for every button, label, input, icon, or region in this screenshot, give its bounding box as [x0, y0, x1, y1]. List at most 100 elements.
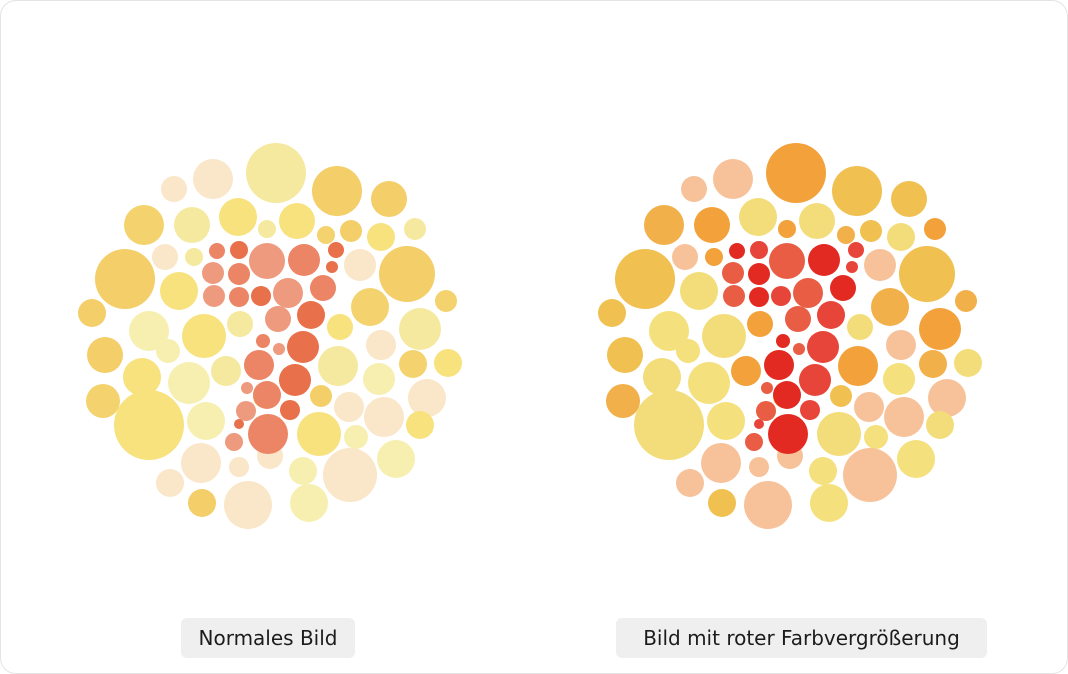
- enhanced-background-dot: [606, 384, 640, 418]
- enhanced-figure-dot: [799, 364, 831, 396]
- normal-background-dot: [366, 330, 396, 360]
- normal-background-dot: [399, 308, 441, 350]
- enhanced-figure-dot: [848, 242, 864, 258]
- normal-figure-dot: [326, 261, 338, 273]
- enhanced-plate-svg: [598, 143, 982, 529]
- enhanced-background-dot: [928, 379, 966, 417]
- enhanced-background-dot: [707, 402, 745, 440]
- normal-background-dot: [87, 337, 123, 373]
- enhanced-figure-dot: [771, 286, 791, 306]
- enhanced-figure-dot: [807, 331, 839, 363]
- enhanced-figure-dot: [756, 401, 776, 421]
- normal-figure-dot: [230, 241, 248, 259]
- enhanced-background-dot: [676, 339, 700, 363]
- enhanced-background-dot: [899, 246, 955, 302]
- enhanced-background-dot: [847, 314, 873, 340]
- normal-background-dot: [435, 290, 457, 312]
- normal-figure-dot: [248, 414, 288, 454]
- enhanced-background-dot: [884, 397, 924, 437]
- enhanced-figure-dot: [722, 262, 744, 284]
- normal-background-dot: [114, 390, 184, 460]
- normal-background-dot: [193, 159, 233, 199]
- enhanced-background-dot: [634, 390, 704, 460]
- normal-background-dot: [399, 350, 427, 378]
- enhanced-background-dot: [680, 272, 718, 310]
- enhanced-figure-dot: [729, 243, 745, 259]
- normal-background-dot: [187, 402, 225, 440]
- normal-background-dot: [78, 299, 106, 327]
- enhanced-background-dot: [713, 159, 753, 199]
- enhanced-background-dot: [672, 244, 698, 270]
- enhanced-background-dot: [897, 440, 935, 478]
- normal-background-dot: [229, 457, 249, 477]
- normal-background-dot: [297, 412, 341, 456]
- normal-figure-dot: [209, 243, 225, 259]
- normal-background-dot: [174, 207, 210, 243]
- enhanced-background-dot: [864, 249, 896, 281]
- enhanced-background-dot: [837, 226, 855, 244]
- normal-background-dot: [406, 411, 434, 439]
- normal-background-dot: [404, 218, 426, 240]
- normal-figure-dot: [279, 364, 311, 396]
- normal-figure-dot: [265, 306, 291, 332]
- caption-red-enhanced-image: Bild mit roter Farbvergrößerung: [616, 618, 987, 658]
- enhanced-figure-dot: [754, 419, 764, 429]
- enhanced-figure-dot: [750, 241, 768, 259]
- enhanced-background-dot: [854, 392, 884, 422]
- normal-figure-dot: [249, 243, 285, 279]
- enhanced-background-dot: [688, 362, 730, 404]
- normal-background-dot: [334, 392, 364, 422]
- enhanced-background-dot: [649, 311, 689, 351]
- normal-background-dot: [434, 349, 462, 377]
- normal-background-dot: [367, 223, 395, 251]
- enhanced-background-dot: [702, 314, 746, 358]
- normal-background-dot: [312, 166, 362, 216]
- normal-background-dot: [377, 440, 415, 478]
- enhanced-background-dot: [766, 143, 826, 203]
- normal-background-dot: [279, 203, 315, 239]
- normal-color-plate: [68, 133, 468, 543]
- enhanced-background-dot: [919, 308, 961, 350]
- enhanced-background-dot: [731, 356, 761, 386]
- normal-background-dot: [160, 272, 198, 310]
- enhanced-background-dot: [749, 457, 769, 477]
- enhanced-figure-dot: [768, 414, 808, 454]
- normal-figure-dot: [203, 285, 225, 307]
- enhanced-figure-dot: [749, 287, 769, 307]
- normal-background-dot: [317, 226, 335, 244]
- enhanced-background-dot: [891, 181, 927, 217]
- normal-background-dot: [181, 443, 221, 483]
- normal-background-dot: [211, 356, 241, 386]
- normal-background-dot: [327, 314, 353, 340]
- enhanced-background-dot: [883, 363, 915, 395]
- enhanced-background-dot: [843, 448, 897, 502]
- normal-background-dot: [379, 246, 435, 302]
- normal-background-dot: [182, 314, 226, 358]
- enhanced-background-dot: [810, 484, 848, 522]
- normal-background-dot: [219, 198, 257, 236]
- enhanced-background-dot: [701, 443, 741, 483]
- enhanced-figure-dot: [764, 350, 794, 380]
- normal-figure-dot: [244, 350, 274, 380]
- enhanced-background-dot: [615, 249, 675, 309]
- normal-background-dot: [123, 358, 161, 396]
- normal-background-dot: [227, 311, 253, 337]
- normal-figure-dot: [251, 286, 271, 306]
- enhanced-background-dot: [887, 223, 915, 251]
- enhanced-figure-dot: [817, 301, 845, 329]
- normal-background-dot: [258, 220, 276, 238]
- enhanced-background-dot: [871, 288, 909, 326]
- normal-background-dot: [129, 311, 169, 351]
- enhanced-background-dot: [676, 469, 704, 497]
- enhanced-figure-dot: [808, 244, 840, 276]
- enhanced-background-dot: [708, 489, 736, 517]
- enhanced-figure-dot: [745, 433, 763, 451]
- enhanced-background-dot: [705, 248, 723, 266]
- enhanced-background-dot: [954, 349, 982, 377]
- normal-figure-dot: [310, 275, 336, 301]
- enhanced-background-dot: [643, 358, 681, 396]
- enhanced-background-dot: [886, 330, 916, 360]
- enhanced-background-dot: [832, 166, 882, 216]
- enhanced-background-dot: [778, 220, 796, 238]
- enhanced-background-dot: [817, 412, 861, 456]
